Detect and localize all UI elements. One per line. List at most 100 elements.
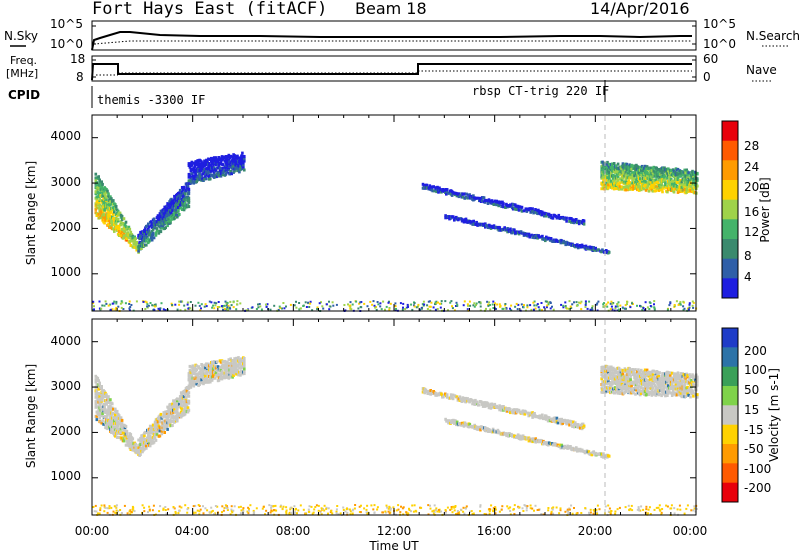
ground-scatter-cell	[589, 308, 592, 311]
echo-cell	[529, 207, 532, 211]
echo-cell	[663, 176, 666, 180]
echo-cell	[107, 205, 110, 209]
echo-cell	[187, 378, 191, 381]
ground-scatter-cell	[124, 302, 127, 305]
echo-cell	[640, 368, 643, 372]
echo-cell	[140, 247, 143, 250]
echo-cell	[666, 184, 669, 188]
echo-cell	[199, 177, 202, 181]
echo-cell	[612, 179, 616, 183]
echo-cell	[640, 386, 643, 389]
echo-cell	[615, 176, 619, 180]
ground-scatter-cell	[189, 301, 192, 303]
ground-scatter-cell	[236, 303, 238, 306]
ground-scatter-cell	[609, 308, 612, 311]
ground-scatter-cell	[682, 308, 685, 311]
echo-cell	[133, 240, 136, 244]
echo-cell	[154, 422, 158, 426]
echo-cell	[638, 384, 641, 388]
ground-scatter-cell	[366, 305, 369, 308]
ground-scatter-cell	[130, 304, 133, 306]
echo-cell	[656, 174, 659, 178]
echo-cell	[624, 171, 628, 175]
echo-cell	[147, 229, 151, 233]
echo-cell	[667, 384, 670, 388]
echo-cell	[168, 200, 171, 204]
echo-cell	[101, 419, 104, 423]
ground-scatter-cell	[434, 303, 436, 306]
ground-scatter-cell	[351, 303, 354, 306]
echo-cell	[487, 406, 491, 410]
echo-cell	[212, 371, 216, 375]
ground-scatter-cell	[186, 303, 189, 306]
echo-cell	[637, 166, 640, 169]
echo-cell	[115, 409, 119, 413]
echo-cell	[503, 226, 506, 230]
echo-cell	[217, 156, 221, 159]
echo-cell	[219, 374, 223, 378]
echo-cell	[438, 186, 441, 190]
echo-cell	[109, 195, 112, 199]
echo-cell	[187, 391, 191, 395]
echo-cell	[669, 181, 672, 185]
echo-cell	[638, 184, 641, 188]
echo-cell	[131, 437, 135, 441]
ground-scatter-cell	[208, 300, 211, 303]
echo-cell	[205, 362, 208, 366]
echo-cell	[137, 249, 140, 253]
echo-cell	[611, 162, 614, 166]
echo-cell	[543, 441, 546, 444]
echo-cell	[216, 170, 220, 174]
echo-cell	[203, 372, 206, 376]
ground-scatter-cell	[602, 303, 605, 306]
echo-cell	[683, 381, 686, 385]
ground-scatter-cell	[218, 306, 221, 308]
echo-cell	[635, 388, 638, 392]
echo-cell	[243, 359, 246, 363]
echo-cell	[425, 183, 429, 187]
echo-cell	[665, 186, 668, 190]
echo-cell	[148, 231, 152, 235]
echo-cell	[627, 186, 630, 189]
echo-cell	[193, 372, 197, 376]
echo-cell	[206, 159, 209, 163]
echo-cell	[422, 389, 426, 393]
noise-sky-label: N.Sky	[4, 29, 38, 43]
echo-cell	[229, 357, 232, 361]
echo-cell	[153, 427, 157, 431]
ground-scatter-cell	[622, 307, 625, 310]
ground-scatter-cell	[682, 305, 685, 308]
ground-scatter-cell	[605, 303, 608, 306]
ground-scatter-cell	[668, 304, 671, 307]
echo-cell	[687, 171, 690, 175]
ground-scatter-cell	[373, 304, 376, 307]
echo-cell	[160, 226, 164, 230]
echo-cell	[226, 364, 230, 368]
ground-scatter-cell	[309, 300, 312, 303]
echo-cell	[656, 386, 659, 390]
echo-cell	[478, 425, 481, 429]
ground-scatter-cell	[434, 308, 437, 311]
echo-cell	[659, 386, 662, 390]
echo-cell	[525, 209, 529, 213]
echo-cell	[167, 405, 170, 409]
echo-cell	[640, 168, 643, 172]
echo-cell	[101, 182, 104, 186]
echo-cell	[122, 231, 126, 235]
colorbar-swatch	[722, 199, 738, 220]
frequency-panel: 18 8 60 0 Freq. [MHz] Nave	[6, 52, 777, 84]
echo-cell	[232, 374, 235, 377]
echo-cell	[189, 385, 193, 389]
ground-scatter-cell	[349, 301, 352, 304]
ground-scatter-cell	[644, 301, 647, 304]
ground-scatter-cell	[569, 305, 572, 308]
echo-cell	[243, 357, 246, 360]
ground-scatter-cell	[217, 301, 220, 303]
echo-cell	[481, 426, 484, 429]
echo-cell	[109, 398, 112, 402]
echo-cell	[135, 449, 138, 453]
echo-cell	[221, 163, 225, 167]
echo-cell	[511, 411, 515, 415]
echo-cell	[160, 212, 164, 216]
ground-scatter-cell	[683, 307, 686, 310]
